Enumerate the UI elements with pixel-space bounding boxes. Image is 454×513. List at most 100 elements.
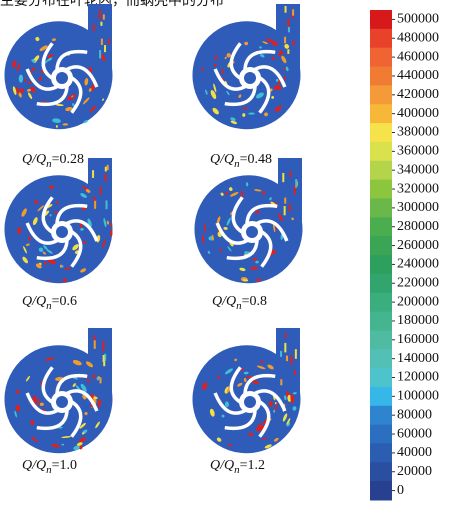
- colorbar-swatch: [370, 85, 392, 104]
- hot-spot: [287, 19, 289, 28]
- flow-value: =0.48: [240, 152, 272, 167]
- hot-spot: [92, 170, 94, 178]
- colorbar-label: 400000: [397, 106, 439, 121]
- colorbar-swatch: [370, 161, 392, 180]
- hot-spot: [292, 41, 294, 46]
- hot-spot: [294, 370, 296, 375]
- hot-spot: [99, 50, 101, 58]
- flow-symbol: Q/Q: [22, 294, 46, 309]
- colorbar-label: 320000: [397, 181, 439, 196]
- hot-spot: [103, 14, 105, 19]
- colorbar-swatch: [370, 293, 392, 312]
- flow-symbol: Q/Q: [22, 152, 46, 167]
- colorbar-swatch: [370, 10, 392, 29]
- colorbar-label: 0: [397, 483, 404, 498]
- hot-spot: [284, 343, 286, 352]
- hot-spot: [291, 355, 293, 364]
- shaft: [56, 72, 68, 84]
- colorbar-label: 500000: [397, 12, 439, 27]
- colorbar-label: 220000: [397, 275, 439, 290]
- hot-spot: [93, 335, 95, 340]
- hot-spot: [295, 179, 297, 188]
- flow-value: =1.2: [240, 458, 265, 473]
- colorbar-swatch: [370, 330, 392, 349]
- flow-label: Q/Qn=0.8: [212, 294, 267, 311]
- flow-label: Q/Qn=0.28: [22, 152, 84, 169]
- hot-spot: [100, 22, 102, 26]
- hot-spot: [93, 24, 95, 31]
- colorbar-label: 160000: [397, 332, 439, 347]
- flow-value: =0.28: [52, 152, 84, 167]
- hot-spot: [284, 37, 286, 44]
- colorbar-label: 460000: [397, 49, 439, 64]
- hot-spot: [284, 206, 286, 215]
- hot-spot: [289, 171, 291, 176]
- colorbar-swatch: [370, 198, 392, 217]
- colorbar-label: 100000: [397, 389, 439, 404]
- colorbar-swatch: [370, 48, 392, 67]
- colorbar-label: 300000: [397, 200, 439, 215]
- shaft: [56, 396, 68, 408]
- colorbar-swatch: [370, 104, 392, 123]
- pump-contour: Q/Qn=0.28: [4, 4, 112, 170]
- hot-spot: [102, 341, 104, 351]
- pump-contour: Q/Qn=1.2: [192, 328, 300, 476]
- hot-spot: [285, 6, 287, 13]
- colorbar-swatch: [370, 481, 392, 500]
- flow-value: =1.0: [52, 458, 77, 473]
- flow-label: Q/Qn=0.6: [22, 294, 77, 311]
- flow-symbol: Q/Q: [210, 458, 234, 473]
- hot-spot: [94, 201, 96, 209]
- hot-spot: [104, 45, 106, 52]
- colorbar-swatch: [370, 123, 392, 142]
- colorbar-label: 360000: [397, 144, 439, 159]
- colorbar-label: 60000: [397, 426, 432, 441]
- colorbar-swatch: [370, 217, 392, 236]
- hot-spot: [280, 351, 282, 357]
- colorbar-label: 20000: [397, 464, 432, 479]
- hot-spot: [94, 340, 96, 349]
- hot-spot: [105, 167, 107, 172]
- colorbar-label: 440000: [397, 68, 439, 83]
- colorbar-swatch: [370, 236, 392, 255]
- hot-spot: [103, 355, 105, 362]
- pump-contour: Q/Qn=1.0: [4, 328, 112, 476]
- hot-spot: [93, 374, 95, 379]
- hot-spot: [107, 165, 109, 170]
- hot-spot: [282, 173, 284, 182]
- colorbar-label: 240000: [397, 257, 439, 272]
- hot-spot: [285, 333, 287, 337]
- hot-spot: [280, 379, 282, 385]
- flow-symbol: Q/Q: [212, 294, 236, 309]
- colorbar-swatch: [370, 387, 392, 406]
- hot-spot: [100, 187, 102, 195]
- colorbar-label: 280000: [397, 219, 439, 234]
- hot-spot: [289, 204, 291, 212]
- flow-value: =0.8: [242, 294, 267, 309]
- hot-spot: [288, 27, 290, 32]
- colorbar-label: 340000: [397, 162, 439, 177]
- flow-symbol: Q/Q: [210, 152, 234, 167]
- figure: 主要分布在叶轮内，而蜗壳中的分布 Q/Qn=0.28Q/Qn=0.48Q/Qn=…: [0, 0, 454, 508]
- colorbar-swatch: [370, 312, 392, 331]
- colorbar-swatch: [370, 368, 392, 387]
- shaft: [244, 72, 256, 84]
- flow-label: Q/Qn=1.0: [22, 458, 77, 475]
- colorbar-label: 420000: [397, 87, 439, 102]
- colorbar-label: 80000: [397, 407, 432, 422]
- flow-value: =0.6: [52, 294, 77, 309]
- hot-spot: [106, 200, 108, 209]
- colorbar-label: 380000: [397, 125, 439, 140]
- shaft: [244, 396, 256, 408]
- colorbar-swatch: [370, 67, 392, 86]
- hot-spot: [284, 198, 286, 204]
- pump-contour: Q/Qn=0.8: [194, 158, 302, 312]
- hot-spot: [108, 39, 110, 44]
- colorbar-swatch: [370, 29, 392, 48]
- hot-spot: [101, 39, 103, 45]
- colorbar-swatch: [370, 462, 392, 481]
- flow-label: Q/Qn=1.2: [210, 458, 265, 475]
- colorbar-swatch: [370, 406, 392, 425]
- colorbar-swatch: [370, 142, 392, 161]
- colorbar-swatch: [370, 349, 392, 368]
